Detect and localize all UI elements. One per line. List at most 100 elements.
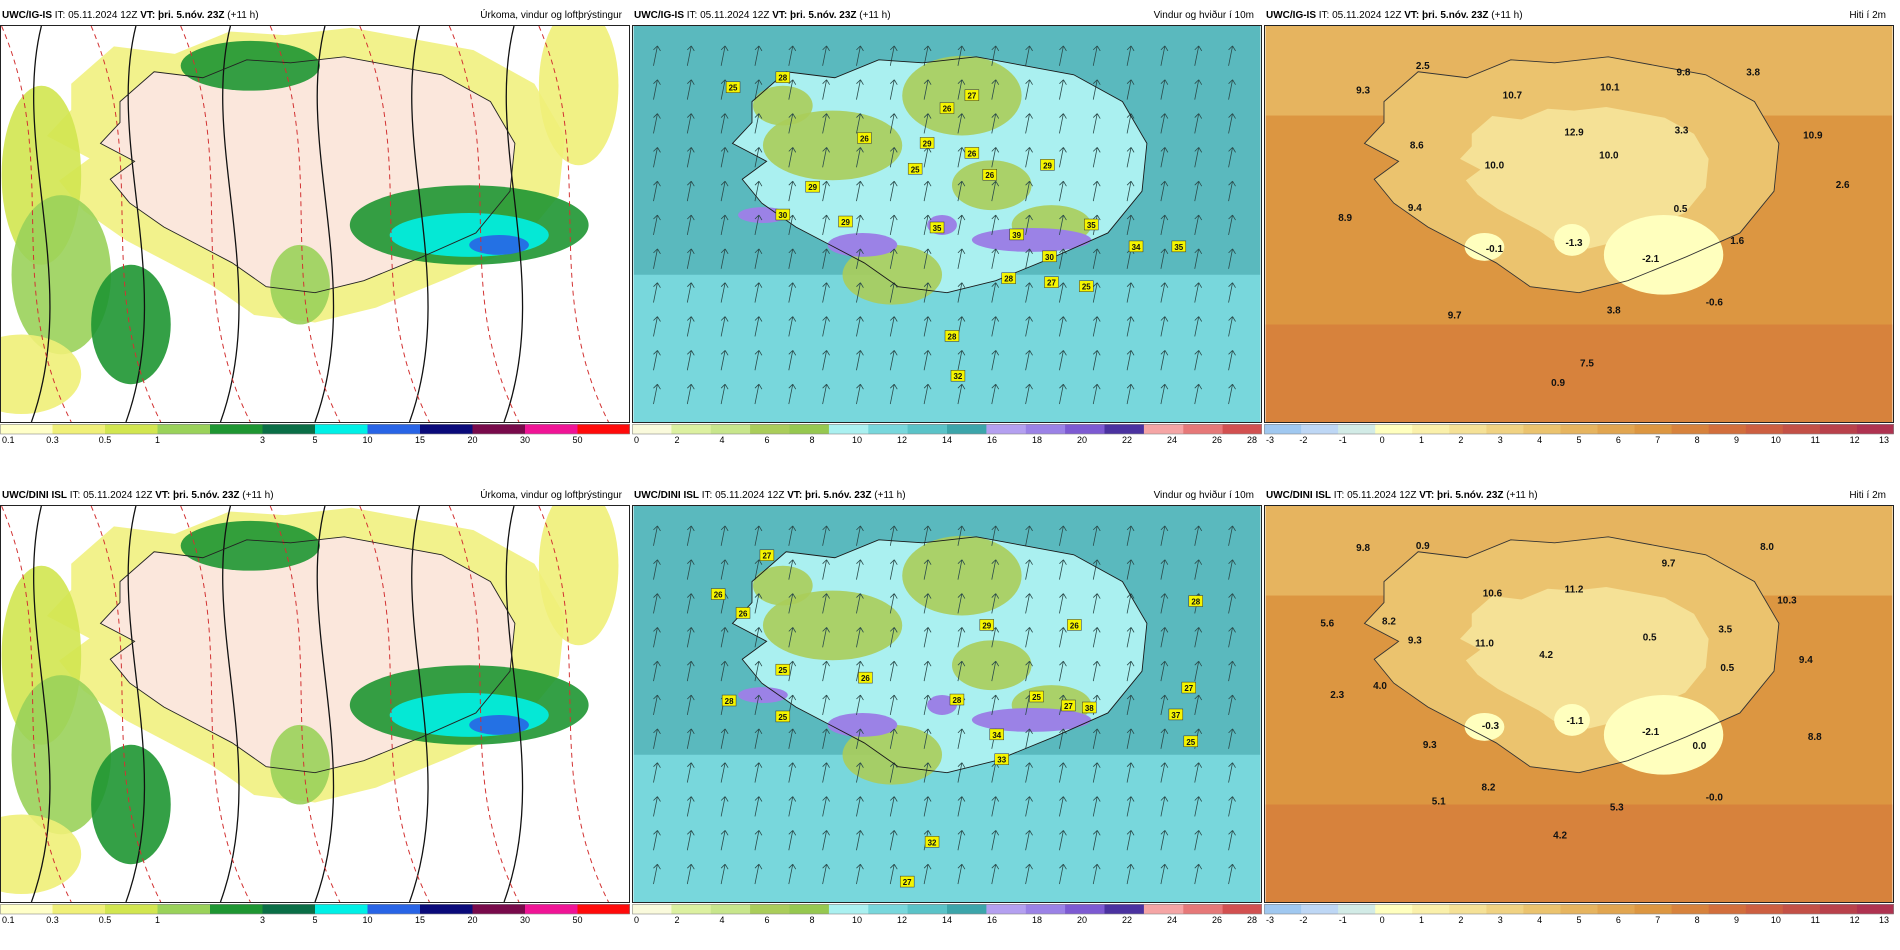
- scale-tick-label: 20: [1077, 915, 1087, 924]
- valid-time: þri. 5.nóv. 23Z: [158, 10, 225, 21]
- variable-name: Vindur og hviður í 10m: [1153, 490, 1254, 501]
- value-label: 28: [949, 693, 965, 706]
- value-label: 29: [805, 180, 820, 193]
- svg-text:-2.1: -2.1: [1642, 254, 1660, 265]
- color-scale: -3 -2 -1 0 1 2 3 4 5 6 7 8 9 10 11 12 13: [1264, 904, 1894, 924]
- color-swatch: [1597, 424, 1636, 434]
- scale-tick-label: 1: [1419, 435, 1424, 444]
- color-swatch: [1782, 424, 1821, 434]
- color-scale: -3 -2 -1 0 1 2 3 4 5 6 7 8 9 10 11 12 13: [1264, 424, 1894, 444]
- value-label: 11.2: [1565, 585, 1584, 596]
- lead-time: (+11 h): [1491, 10, 1523, 21]
- color-swatch: [577, 424, 630, 434]
- value-label: 28: [1001, 272, 1016, 284]
- svg-text:34: 34: [1132, 243, 1141, 252]
- color-swatch: [1560, 904, 1599, 914]
- value-label: 9.3: [1408, 635, 1422, 646]
- value-label: 27: [1181, 681, 1196, 694]
- init-time-label: IT:: [1318, 10, 1330, 21]
- value-label: 29: [979, 619, 995, 631]
- value-label: -1.1: [1566, 716, 1584, 727]
- scale-tick-label: 0.3: [46, 435, 59, 444]
- value-label: 26: [710, 588, 726, 600]
- model-name: UWC/DINI ISL: [634, 490, 699, 501]
- value-label: 10.7: [1503, 91, 1523, 102]
- color-swatch: [157, 424, 211, 434]
- svg-text:4.0: 4.0: [1373, 681, 1387, 692]
- value-label: 9.7: [1448, 311, 1462, 322]
- color-swatch: [1486, 424, 1524, 434]
- value-label: 8.2: [1382, 616, 1396, 627]
- svg-text:27: 27: [903, 878, 912, 887]
- value-label: 25: [1183, 735, 1198, 748]
- svg-text:25: 25: [729, 84, 738, 93]
- value-label: 4.2: [1553, 830, 1567, 841]
- scale-tick-label: 14: [942, 915, 952, 924]
- svg-text:26: 26: [985, 171, 994, 180]
- svg-text:-1.1: -1.1: [1566, 716, 1584, 727]
- scale-tick-label: 26: [1212, 915, 1222, 924]
- scale-tick-label: 30: [520, 435, 530, 444]
- value-label: 35: [929, 221, 945, 234]
- svg-text:8.8: 8.8: [1808, 732, 1822, 743]
- model-name: UWC/DINI ISL: [2, 490, 67, 501]
- valid-time: þri. 5.nóv. 23Z: [1437, 490, 1504, 501]
- color-swatch: [1222, 424, 1262, 434]
- color-swatch: [1065, 424, 1105, 434]
- scale-tick-label: 9: [1734, 915, 1739, 924]
- color-swatch: [1449, 904, 1487, 914]
- svg-text:27: 27: [1064, 702, 1073, 711]
- value-label: -2.1: [1642, 727, 1660, 738]
- scale-tick-label: 8: [809, 915, 814, 924]
- scale-tick-label: 10: [1771, 435, 1781, 444]
- value-label: 29: [838, 215, 853, 228]
- valid-time-label: VT:: [140, 10, 156, 21]
- color-swatch: [1301, 904, 1339, 914]
- svg-text:0.9: 0.9: [1551, 378, 1565, 389]
- color-swatch: [472, 904, 526, 914]
- value-label: 27: [1061, 699, 1076, 712]
- scale-tick-label: -2: [1299, 435, 1307, 444]
- color-swatch: [1671, 904, 1710, 914]
- svg-text:27: 27: [1184, 684, 1193, 693]
- forecast-map: 27 26 26 25 28 28 29 26 28 27 25 26 25 38 27 34 33 37 25 27…: [632, 505, 1262, 903]
- value-label: 28: [944, 330, 960, 342]
- scale-tick-label: 5: [312, 435, 317, 444]
- color-swatch: [1745, 904, 1784, 914]
- color-swatch: [828, 424, 869, 434]
- color-swatch: [315, 904, 368, 914]
- value-label: 5.3: [1610, 802, 1624, 813]
- scale-tick-label: 20: [467, 915, 477, 924]
- valid-time-label: VT:: [787, 490, 803, 501]
- scale-tick-label: 11: [1811, 915, 1820, 924]
- map-canvas: 25 28 26 27 26 29 26 25 26 29 29 30 29 39 35 30 35 34 35 28…: [633, 26, 1261, 422]
- svg-text:26: 26: [1070, 621, 1079, 630]
- scale-tick-label: 0.3: [46, 915, 59, 924]
- panel-title: UWC/IG-IS IT: 05.11.2024 12Z VT: þri. 5.…: [2, 8, 626, 24]
- value-label: 8.6: [1410, 140, 1424, 151]
- value-label: 9.8: [1677, 68, 1691, 79]
- scale-tick-label: 3: [260, 915, 265, 924]
- svg-text:27: 27: [967, 92, 976, 101]
- scale-tick-label: 15: [415, 435, 425, 444]
- scale-tick-label: 7: [1655, 435, 1660, 444]
- svg-text:29: 29: [808, 183, 817, 192]
- scale-tick-label: -1: [1339, 915, 1347, 924]
- scale-tick-label: 12: [1850, 435, 1860, 444]
- value-label: 26: [735, 607, 751, 619]
- value-label: 34: [1128, 240, 1144, 253]
- init-time-label: IT:: [701, 490, 713, 501]
- svg-text:30: 30: [778, 211, 787, 220]
- color-swatch: [1856, 904, 1894, 914]
- value-label: 4.2: [1539, 650, 1553, 661]
- color-swatch: [1782, 904, 1821, 914]
- scale-tick-label: 8: [1695, 915, 1700, 924]
- color-swatch: [1065, 904, 1105, 914]
- scale-tick-label: 2: [674, 435, 679, 444]
- svg-text:4.2: 4.2: [1553, 830, 1567, 841]
- forecast-panel: UWC/DINI ISL IT: 05.11.2024 12Z VT: þri.…: [632, 488, 1262, 948]
- init-time-label: IT:: [686, 10, 698, 21]
- panel-title: UWC/DINI ISL IT: 05.11.2024 12Z VT: þri.…: [1266, 488, 1890, 504]
- value-label: -2.1: [1642, 254, 1660, 265]
- scale-tick-label: 4: [1537, 915, 1542, 924]
